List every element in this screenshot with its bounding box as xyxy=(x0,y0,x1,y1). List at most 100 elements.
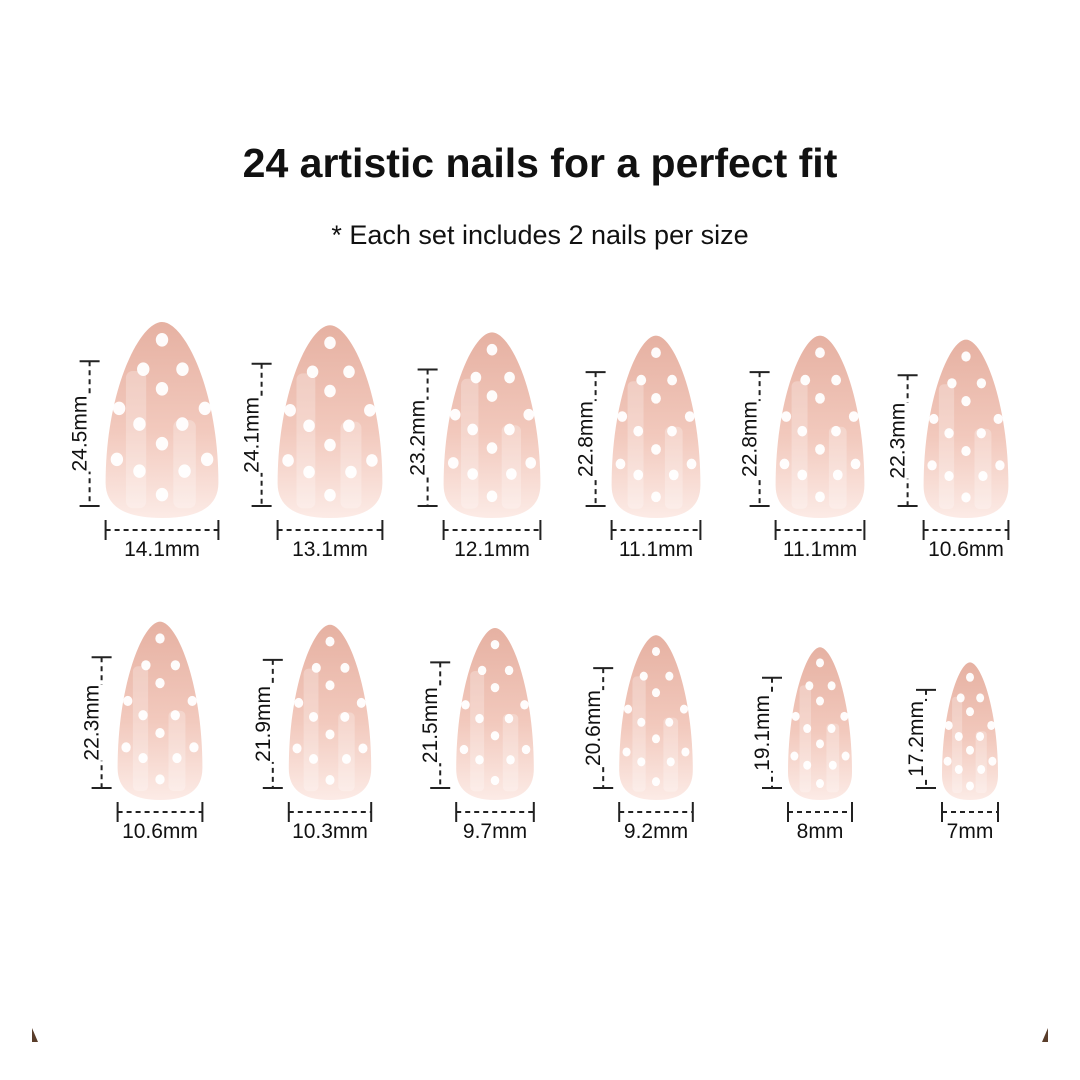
polka-dot xyxy=(667,374,677,386)
width-label: 11.1mm xyxy=(619,538,693,561)
length-label: 22.3mm xyxy=(81,685,104,761)
nail-highlight xyxy=(975,731,987,794)
nail-7: 22.3mm 10.6mm xyxy=(81,621,204,843)
polka-dot xyxy=(995,460,1005,471)
polka-dot xyxy=(486,490,498,503)
polka-dot xyxy=(364,404,376,417)
length-label: 24.1mm xyxy=(241,397,264,473)
polka-dot xyxy=(137,362,150,376)
width-label: 8mm xyxy=(797,820,844,843)
width-label: 7mm xyxy=(947,820,994,843)
width-label: 9.7mm xyxy=(463,820,527,843)
polka-dot xyxy=(490,682,500,693)
polka-dot xyxy=(155,382,169,396)
width-label: 13.1mm xyxy=(292,538,368,561)
polka-dot xyxy=(832,469,843,481)
polka-dot xyxy=(504,713,514,724)
polka-dot xyxy=(155,436,169,451)
polka-dot xyxy=(954,731,963,741)
polka-dot xyxy=(358,743,368,754)
polka-dot xyxy=(506,468,517,480)
nail-highlight xyxy=(338,712,355,792)
nail-highlight xyxy=(132,666,149,792)
polka-dot xyxy=(470,371,482,384)
polka-dot xyxy=(800,374,811,386)
polka-dot xyxy=(622,747,631,757)
nail-1: 24.5mm 14.1mm xyxy=(69,322,220,561)
length-label: 21.5mm xyxy=(419,687,442,763)
polka-dot xyxy=(651,444,661,455)
polka-dot xyxy=(966,781,974,791)
polka-dot xyxy=(840,711,849,721)
nail-shape xyxy=(288,624,372,800)
label-bg xyxy=(914,700,932,777)
nail-highlight xyxy=(125,371,147,509)
width-label: 14.1mm xyxy=(124,538,200,561)
label-bg xyxy=(428,687,447,764)
polka-dot xyxy=(459,744,469,755)
polka-dot xyxy=(944,720,953,730)
polka-dot xyxy=(504,423,515,436)
polka-dot xyxy=(112,401,126,416)
polka-dot xyxy=(282,454,294,467)
nail-4: 22.8mm 11.1mm xyxy=(575,335,702,561)
polka-dot xyxy=(966,672,974,682)
nail-8: 21.9mm 10.3mm xyxy=(252,624,373,843)
label-bg xyxy=(591,690,610,767)
polka-dot xyxy=(637,717,646,727)
polka-dot xyxy=(176,362,189,376)
polka-dot xyxy=(686,458,697,470)
polka-dot xyxy=(805,681,814,691)
polka-dot xyxy=(636,374,647,386)
label-bg xyxy=(583,401,602,478)
polka-dot xyxy=(927,460,937,471)
polka-dot xyxy=(133,464,146,478)
length-label: 22.8mm xyxy=(575,401,598,477)
polka-dot xyxy=(475,713,484,724)
polka-dot xyxy=(170,710,180,721)
polka-dot xyxy=(303,465,315,479)
polka-dot xyxy=(306,365,319,379)
length-label: 23.2mm xyxy=(407,400,430,476)
nail-highlight xyxy=(974,428,992,510)
polka-dot xyxy=(831,425,841,437)
nail-6: 22.3mm 10.6mm xyxy=(887,339,1010,561)
polka-dot xyxy=(486,343,498,356)
nail-shape xyxy=(456,628,534,800)
polka-dot xyxy=(651,392,661,404)
nail-highlight xyxy=(799,685,812,793)
polka-dot xyxy=(966,707,974,717)
nail-10: 20.6mm 9.2mm xyxy=(582,635,694,843)
polka-dot xyxy=(681,747,690,757)
label-bg xyxy=(260,685,279,762)
nail-highlight xyxy=(632,676,646,792)
polka-dot xyxy=(325,775,335,785)
polka-dot xyxy=(816,779,824,789)
width-label: 9.2mm xyxy=(624,820,688,843)
polka-dot xyxy=(155,774,165,785)
nail-highlight xyxy=(296,373,316,509)
polka-dot xyxy=(827,724,836,734)
nail-shape xyxy=(775,335,865,518)
nail-9: 21.5mm 9.7mm xyxy=(419,628,535,843)
polka-dot xyxy=(141,660,151,671)
polka-dot xyxy=(956,693,965,703)
polka-dot xyxy=(490,775,500,786)
polka-dot xyxy=(651,646,661,656)
polka-dot xyxy=(943,756,952,766)
polka-dot xyxy=(133,417,146,431)
polka-dot xyxy=(797,425,808,437)
polka-dot xyxy=(155,633,165,644)
polka-dot xyxy=(294,697,304,708)
nail-5: 22.8mm 11.1mm xyxy=(739,335,866,561)
polka-dot xyxy=(324,384,336,398)
length-label: 19.1mm xyxy=(751,695,774,771)
polka-dot xyxy=(790,751,799,761)
length-label: 24.5mm xyxy=(69,396,92,472)
polka-dot xyxy=(947,378,957,389)
polka-dot xyxy=(637,757,646,767)
polka-dot xyxy=(828,760,837,770)
polka-dot xyxy=(803,760,812,770)
polka-dot xyxy=(110,452,124,467)
